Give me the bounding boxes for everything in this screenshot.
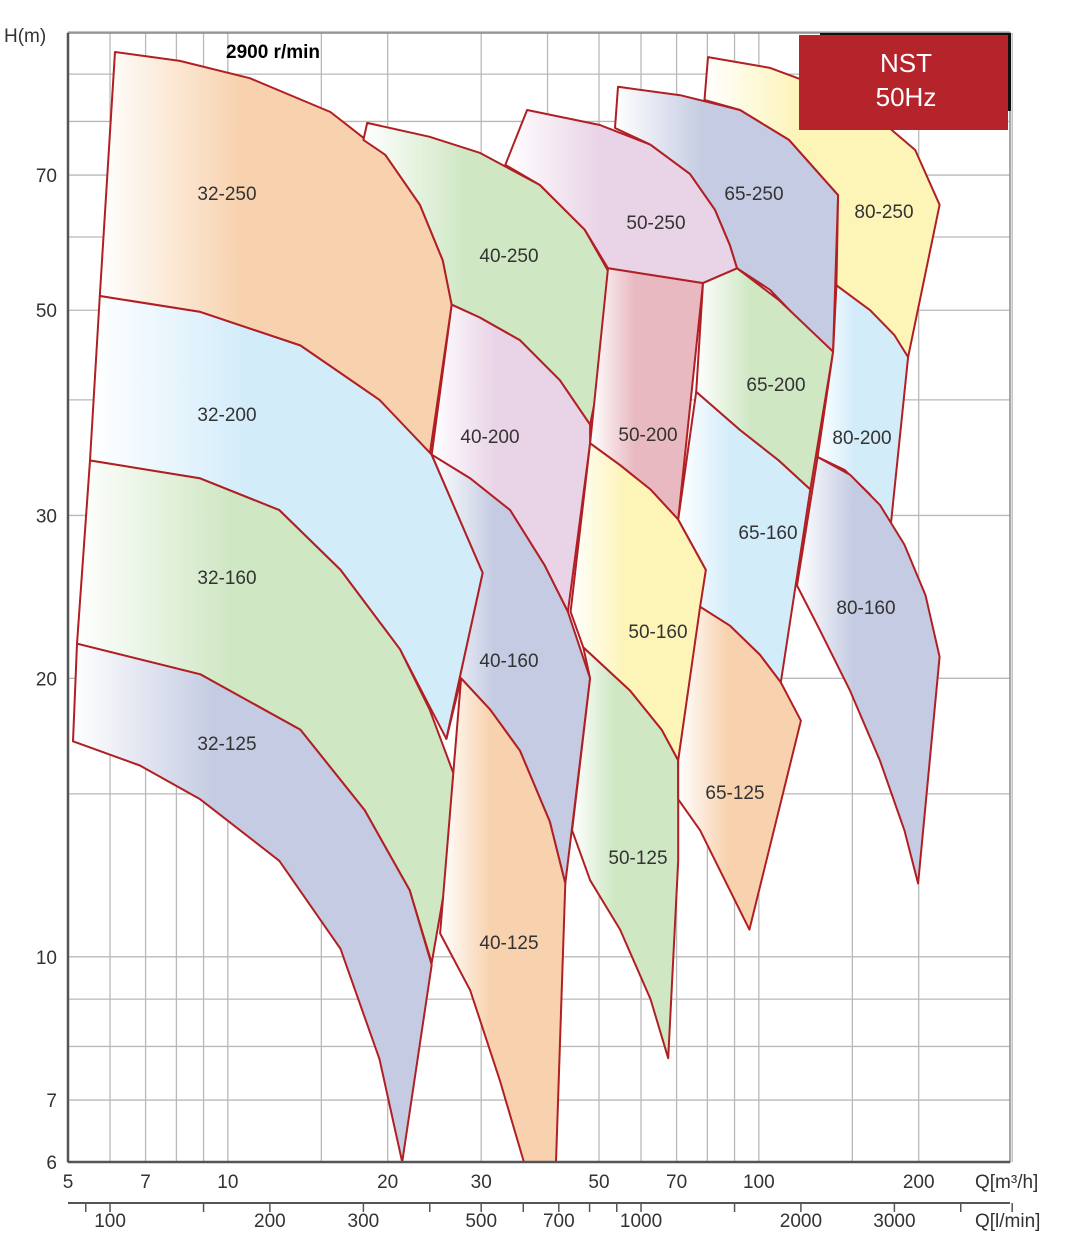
region-label: 40-125	[479, 933, 538, 954]
region-label: 40-200	[460, 427, 519, 448]
y-tick-label: 10	[36, 948, 57, 969]
region-labels: 32-250 32-200 32-160 32-125 40-250 40-200 40-1…	[197, 184, 913, 954]
y-tick-label: 50	[36, 301, 57, 322]
region-label: 50-160	[628, 622, 687, 643]
x2-tick-label: 2000	[780, 1211, 822, 1232]
y-axis-title: H(m)	[4, 26, 46, 47]
x2-tick-label: 100	[94, 1211, 126, 1232]
x-tick-label: 5	[63, 1172, 74, 1193]
badge-model: NST	[880, 48, 932, 78]
x-tick-label: 30	[471, 1172, 492, 1193]
region-label: 80-160	[836, 598, 895, 619]
y-tick-label: 6	[46, 1153, 57, 1174]
region-label: 80-200	[832, 428, 891, 449]
x2-tick-label: 300	[348, 1211, 380, 1232]
pump-regions	[72, 51, 941, 1163]
region-label: 65-160	[738, 523, 797, 544]
region-label: 65-125	[705, 783, 764, 804]
region-label: 50-250	[626, 213, 685, 234]
x2-axis-title: Q[l/min]	[975, 1211, 1040, 1232]
region-50-125	[571, 646, 680, 1060]
x-tick-label: 70	[666, 1172, 687, 1193]
x2-tick-label: 1000	[620, 1211, 662, 1232]
region-label: 50-200	[618, 425, 677, 446]
x2-tick-label: 3000	[873, 1211, 915, 1232]
region-65-125	[677, 605, 802, 931]
region-label: 65-200	[746, 375, 805, 396]
region-label: 32-200	[197, 405, 256, 426]
y-tick-label: 30	[36, 506, 57, 527]
x-tick-label: 7	[140, 1172, 151, 1193]
badge-frequency: 50Hz	[876, 82, 937, 112]
speed-label: 2900 r/min	[226, 42, 320, 63]
x2-tick-label: 500	[465, 1211, 497, 1232]
x2-tick-label: 700	[543, 1211, 575, 1232]
region-80-160	[796, 456, 941, 885]
y-tick-label: 70	[36, 166, 57, 187]
x-tick-label: 20	[377, 1172, 398, 1193]
y-tick-label: 20	[36, 669, 57, 690]
y-tick-label: 7	[46, 1091, 57, 1112]
region-label: 80-250	[854, 202, 913, 223]
nst-badge: NST 50Hz	[799, 33, 1011, 130]
x2-tick-label: 200	[254, 1211, 286, 1232]
region-32-125	[72, 642, 433, 1163]
axes: 70 50 30 20 10 7 65 7 10 20 30 50 70 100 200 100 200 300 5…	[36, 32, 1013, 1232]
region-label: 32-250	[197, 184, 256, 205]
region-label: 40-250	[479, 246, 538, 267]
x-tick-label: 200	[903, 1172, 935, 1193]
region-label: 32-125	[197, 734, 256, 755]
region-label: 50-125	[608, 848, 667, 869]
region-label: 32-160	[197, 568, 256, 589]
x-tick-label: 10	[217, 1172, 238, 1193]
region-label: 65-250	[724, 184, 783, 205]
x-tick-label: 100	[743, 1172, 775, 1193]
x-axis-title: Q[m³/h]	[975, 1172, 1038, 1193]
x-tick-label: 50	[588, 1172, 609, 1193]
region-label: 40-160	[479, 651, 538, 672]
